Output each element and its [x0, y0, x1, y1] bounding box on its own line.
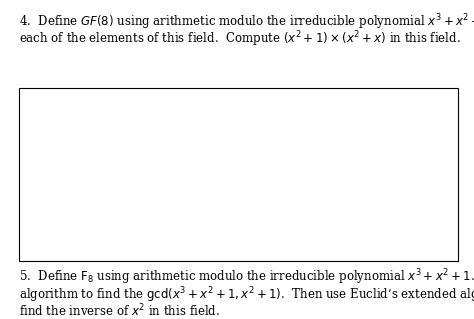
Text: each of the elements of this field.  Compute $(x^2 + 1) \times (x^2 + x)$ in thi: each of the elements of this field. Comp…	[18, 30, 461, 49]
Text: 4.  Define $GF(8)$ using arithmetic modulo the irreducible polynomial $x^3 + x^2: 4. Define $GF(8)$ using arithmetic modul…	[18, 12, 474, 32]
Bar	[18, 88, 457, 261]
Text: find the inverse of $x^2$ in this field.: find the inverse of $x^2$ in this field.	[18, 303, 219, 319]
Text: algorithm to find the $\mathrm{gcd}(x^3 + x^2 + 1, x^2 + 1)$.  Then use Euclid’s: algorithm to find the $\mathrm{gcd}(x^3 …	[18, 285, 474, 305]
Text: 5.  Define $\mathrm{F}_8$ using arithmetic modulo the irreducible polynomial $x^: 5. Define $\mathrm{F}_8$ using arithmeti…	[18, 267, 474, 287]
